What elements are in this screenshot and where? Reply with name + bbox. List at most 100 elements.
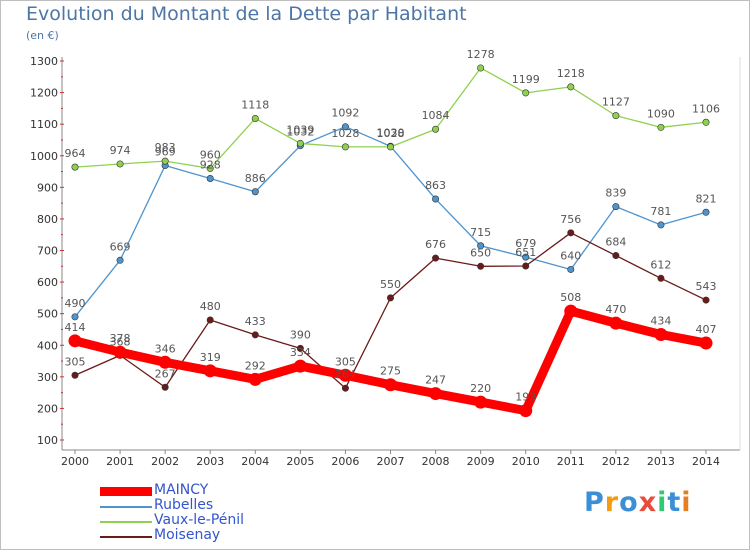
x-tick-label: 2014 (692, 455, 720, 468)
data-point-rubelles[interactable] (657, 221, 665, 229)
data-point-maincy[interactable] (519, 404, 533, 418)
y-tick-label: 100 (37, 434, 58, 447)
data-label-rubelles: 839 (605, 187, 626, 200)
data-point-vaux-le-penil[interactable] (612, 112, 620, 120)
legend-label-maincy: MAINCY (154, 482, 209, 498)
data-point-maincy[interactable] (699, 336, 713, 350)
data-point-maincy[interactable] (113, 345, 127, 359)
data-point-moisenay[interactable] (341, 384, 349, 392)
data-label-rubelles: 669 (110, 240, 131, 253)
chart-subtitle: (en €) (26, 29, 59, 42)
data-point-moisenay[interactable] (296, 344, 304, 352)
data-point-maincy[interactable] (158, 355, 172, 369)
data-label-rubelles: 679 (515, 237, 536, 250)
data-point-vaux-le-penil[interactable] (567, 83, 575, 91)
data-label-moisenay: 550 (380, 278, 401, 291)
legend-swatch-vaux-le-penil (100, 521, 152, 523)
data-point-vaux-le-penil[interactable] (161, 157, 169, 165)
data-point-maincy[interactable] (564, 304, 578, 318)
x-tick-label: 2004 (241, 455, 269, 468)
data-label-vaux-le-penil: 1106 (692, 102, 720, 115)
data-point-maincy[interactable] (68, 334, 82, 348)
data-label-maincy: 414 (65, 321, 86, 334)
data-point-vaux-le-penil[interactable] (522, 89, 530, 97)
data-label-vaux-le-penil: 1084 (422, 109, 450, 122)
data-point-moisenay[interactable] (522, 262, 530, 270)
data-label-moisenay: 543 (696, 280, 717, 293)
data-point-maincy[interactable] (654, 328, 668, 342)
data-point-maincy[interactable] (338, 368, 352, 382)
data-label-vaux-le-penil: 1090 (647, 107, 675, 120)
data-point-vaux-le-penil[interactable] (116, 160, 124, 168)
data-label-maincy: 346 (155, 342, 176, 355)
data-point-rubelles[interactable] (251, 188, 259, 196)
data-point-rubelles[interactable] (341, 123, 349, 131)
data-point-moisenay[interactable] (702, 296, 710, 304)
data-point-vaux-le-penil[interactable] (206, 164, 214, 172)
data-point-vaux-le-penil[interactable] (702, 118, 710, 126)
data-label-maincy: 193 (515, 391, 536, 404)
data-point-moisenay[interactable] (612, 252, 620, 260)
data-label-maincy: 508 (560, 291, 581, 304)
data-point-moisenay[interactable] (657, 274, 665, 282)
data-label-moisenay: 305 (65, 355, 86, 368)
data-point-moisenay[interactable] (206, 316, 214, 324)
data-point-rubelles[interactable] (477, 242, 485, 250)
data-point-vaux-le-penil[interactable] (71, 163, 79, 171)
data-label-rubelles: 886 (245, 172, 266, 185)
data-point-moisenay[interactable] (567, 229, 575, 237)
x-tick-label: 2008 (422, 455, 450, 468)
data-point-vaux-le-penil[interactable] (341, 143, 349, 151)
x-tick-label: 2005 (286, 455, 314, 468)
data-label-vaux-le-penil: 1278 (467, 48, 495, 61)
data-point-vaux-le-penil[interactable] (296, 139, 304, 147)
data-label-vaux-le-penil: 964 (65, 147, 86, 160)
data-point-maincy[interactable] (609, 316, 623, 330)
data-point-rubelles[interactable] (71, 313, 79, 321)
data-point-moisenay[interactable] (251, 331, 259, 339)
data-point-maincy[interactable] (203, 364, 217, 378)
data-label-moisenay: 756 (560, 213, 581, 226)
data-label-moisenay: 676 (425, 238, 446, 251)
data-label-moisenay: 368 (110, 335, 131, 348)
data-label-rubelles: 928 (200, 158, 221, 171)
data-point-moisenay[interactable] (432, 254, 440, 262)
data-point-vaux-le-penil[interactable] (657, 123, 665, 131)
data-point-rubelles[interactable] (702, 208, 710, 216)
data-point-vaux-le-penil[interactable] (251, 114, 259, 122)
data-point-rubelles[interactable] (522, 253, 530, 261)
data-label-maincy: 292 (245, 359, 266, 372)
data-label-rubelles: 969 (155, 146, 176, 159)
data-label-vaux-le-penil: 974 (110, 144, 131, 157)
x-tick-label: 2007 (377, 455, 405, 468)
data-point-rubelles[interactable] (206, 174, 214, 182)
data-point-moisenay[interactable] (161, 383, 169, 391)
y-tick-label: 300 (37, 371, 58, 384)
data-point-moisenay[interactable] (386, 294, 394, 302)
data-label-vaux-le-penil: 1039 (286, 123, 314, 136)
data-point-vaux-le-penil[interactable] (477, 64, 485, 72)
data-point-maincy[interactable] (474, 395, 488, 409)
data-point-rubelles[interactable] (432, 195, 440, 203)
y-tick-label: 1000 (30, 150, 58, 163)
data-point-moisenay[interactable] (477, 262, 485, 270)
x-tick-label: 2012 (602, 455, 630, 468)
legend-label-vaux-le-penil: Vaux-le-Pénil (154, 512, 245, 528)
data-label-rubelles: 490 (65, 297, 86, 310)
data-point-rubelles[interactable] (116, 256, 124, 264)
data-point-rubelles[interactable] (567, 265, 575, 273)
data-label-maincy: 319 (200, 351, 221, 364)
y-tick-label: 1300 (30, 55, 58, 68)
data-point-vaux-le-penil[interactable] (386, 143, 394, 151)
data-point-maincy[interactable] (293, 359, 307, 373)
data-point-vaux-le-penil[interactable] (432, 125, 440, 133)
data-point-moisenay[interactable] (71, 371, 79, 379)
data-point-rubelles[interactable] (612, 203, 620, 211)
data-point-maincy[interactable] (384, 378, 397, 392)
logo-letter: o (619, 487, 639, 518)
y-tick-label: 400 (37, 339, 58, 352)
data-point-maincy[interactable] (248, 372, 262, 386)
data-point-maincy[interactable] (429, 387, 443, 401)
legend-label-rubelles: Rubelles (154, 497, 214, 513)
